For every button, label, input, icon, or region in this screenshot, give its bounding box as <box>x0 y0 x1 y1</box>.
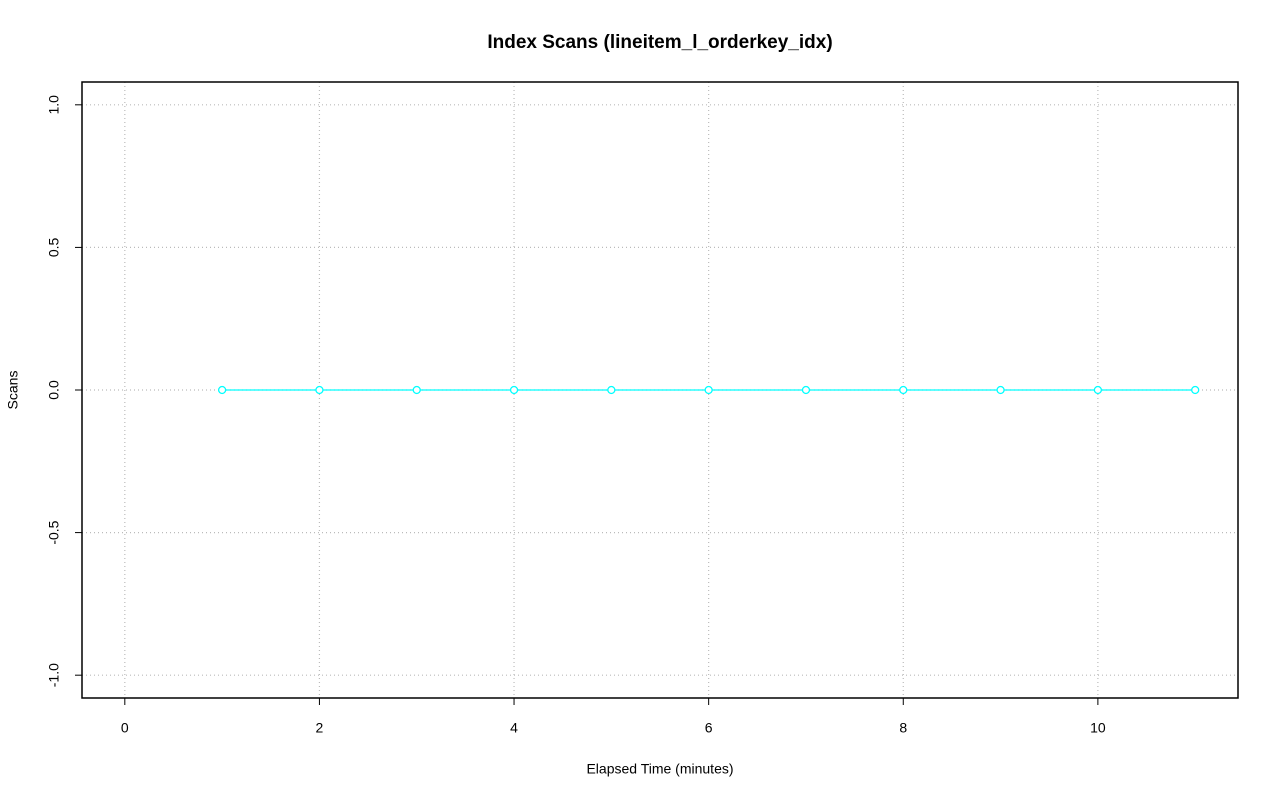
point <box>315 385 324 395</box>
point <box>1191 385 1200 395</box>
point <box>509 385 519 395</box>
x-tick-label: 0 <box>121 720 129 736</box>
point <box>801 385 811 395</box>
y-axis-label: Scans <box>5 371 21 410</box>
point <box>217 385 227 395</box>
x-tick-label: 2 <box>316 720 324 736</box>
x-tick-label: 4 <box>510 720 518 736</box>
x-axis-label: Elapsed Time (minutes) <box>586 761 733 777</box>
y-tick-label: -0.5 <box>46 520 62 544</box>
plot-frame <box>81 81 1239 699</box>
y-tick-label: -1.0 <box>46 663 62 687</box>
point <box>996 385 1005 395</box>
point <box>607 385 616 395</box>
x-tick-label: 8 <box>899 720 907 736</box>
y-tick-label: 1.0 <box>46 95 62 115</box>
point <box>704 385 713 395</box>
y-tick-label: 0.0 <box>46 380 62 400</box>
x-tick-label: 10 <box>1090 720 1106 736</box>
y-tick-label: 0.5 <box>46 237 62 257</box>
x-tick-label: 6 <box>705 720 713 736</box>
point <box>899 385 908 395</box>
chart-title: Index Scans (lineitem_l_orderkey_idx) <box>487 32 832 53</box>
point <box>1093 385 1103 395</box>
point <box>412 385 421 395</box>
